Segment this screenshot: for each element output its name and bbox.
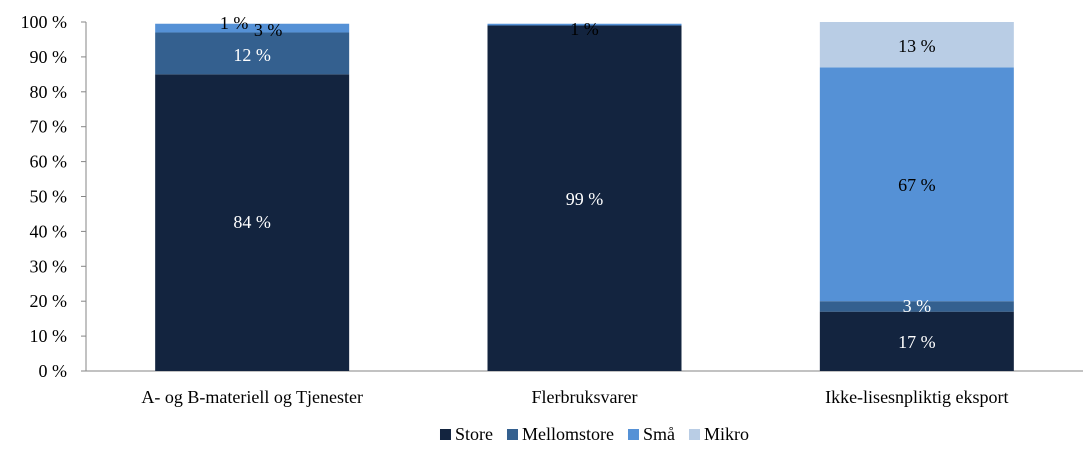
legend-label: Mellomstore [522, 424, 614, 444]
bar-layer [155, 22, 1014, 372]
bar-segment-mellomstore [819, 301, 1014, 312]
y-tick-label: 60 % [30, 152, 68, 172]
bar-segment-sm- [155, 23, 350, 33]
y-tick-label: 100 % [21, 12, 68, 32]
legend-swatch [627, 429, 639, 440]
y-tick-label: 70 % [30, 117, 68, 137]
bar-segment-mikro [819, 22, 1014, 68]
legend-item-mellomstore: Mellomstore [506, 424, 614, 444]
legend-swatch [439, 429, 451, 440]
legend-item-mikro: Mikro [689, 424, 749, 444]
y-tick-label: 0 % [39, 361, 68, 381]
legend-swatch [506, 429, 518, 440]
data-label-store: 84 % [233, 212, 271, 232]
x-category-label: Flerbruksvarer [532, 387, 638, 407]
axis-layer: 0 % 10 % 20 % 30 % 40 % 50 % 60 % 70 % 80 % 90 % 1… [21, 12, 1083, 407]
bar-segment-store [487, 25, 682, 372]
data-label-sm-: 1 % [570, 19, 599, 39]
data-label-sm-: 3 % [254, 20, 283, 40]
legend-label: Store [455, 424, 493, 444]
bar-segment-mellomstore [155, 32, 350, 75]
y-tick-label: 90 % [30, 47, 68, 67]
y-tick-label: 30 % [30, 256, 68, 276]
y-tick-label: 10 % [30, 326, 68, 346]
y-tick-label: 80 % [30, 82, 68, 102]
legend-item-store: Store [439, 424, 493, 444]
legend-label: Mikro [704, 424, 749, 444]
bar-segment-sm- [487, 23, 682, 26]
y-tick-label: 40 % [30, 221, 68, 241]
bar-segment-store [819, 311, 1014, 371]
bar-segment-sm- [819, 67, 1014, 302]
data-label-layer: 84 %12 %3 %1 %99 %1 %17 %3 %67 %13 % [220, 13, 936, 352]
legend: Store Mellomstore Små Mikro [439, 424, 749, 444]
legend-swatch [689, 429, 701, 440]
legend-item-sm-: Små [627, 424, 675, 444]
x-category-label: A- og B-materiell og Tjenester [141, 387, 363, 407]
data-label-mikro: 13 % [898, 36, 936, 56]
y-tick-label: 20 % [30, 291, 68, 311]
x-category-label: Ikke-lisesnpliktig eksport [825, 387, 1008, 407]
data-label-mikro: 1 % [220, 13, 249, 33]
bar-segment-store [155, 74, 350, 371]
data-label-store: 99 % [566, 189, 604, 209]
data-label-store: 17 % [898, 332, 936, 352]
data-label-mellomstore: 3 % [903, 296, 932, 316]
y-tick-label: 50 % [30, 187, 68, 207]
data-label-mellomstore: 12 % [233, 45, 271, 65]
legend-label: Små [643, 424, 675, 444]
data-label-sm-: 67 % [898, 175, 936, 195]
